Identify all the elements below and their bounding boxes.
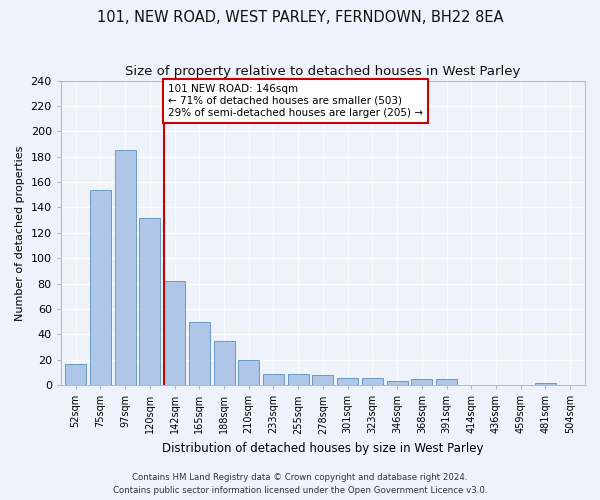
Bar <box>313 375 334 385</box>
Text: Contains HM Land Registry data © Crown copyright and database right 2024.
Contai: Contains HM Land Registry data © Crown c… <box>113 474 487 495</box>
Bar <box>337 378 358 385</box>
Text: 101, NEW ROAD, WEST PARLEY, FERNDOWN, BH22 8EA: 101, NEW ROAD, WEST PARLEY, FERNDOWN, BH… <box>97 10 503 25</box>
Bar <box>535 382 556 385</box>
Text: 101 NEW ROAD: 146sqm
← 71% of detached houses are smaller (503)
29% of semi-deta: 101 NEW ROAD: 146sqm ← 71% of detached h… <box>168 84 423 117</box>
Bar <box>436 379 457 385</box>
Title: Size of property relative to detached houses in West Parley: Size of property relative to detached ho… <box>125 65 521 78</box>
Bar <box>287 374 308 385</box>
Bar <box>189 322 210 385</box>
Bar <box>214 340 235 385</box>
Bar <box>362 378 383 385</box>
Bar <box>238 360 259 385</box>
Bar <box>90 190 111 385</box>
Bar <box>65 364 86 385</box>
Bar <box>263 374 284 385</box>
Y-axis label: Number of detached properties: Number of detached properties <box>15 145 25 320</box>
Bar <box>139 218 160 385</box>
Bar <box>115 150 136 385</box>
Bar <box>412 379 433 385</box>
Bar <box>164 281 185 385</box>
X-axis label: Distribution of detached houses by size in West Parley: Distribution of detached houses by size … <box>162 442 484 455</box>
Bar <box>386 382 407 385</box>
